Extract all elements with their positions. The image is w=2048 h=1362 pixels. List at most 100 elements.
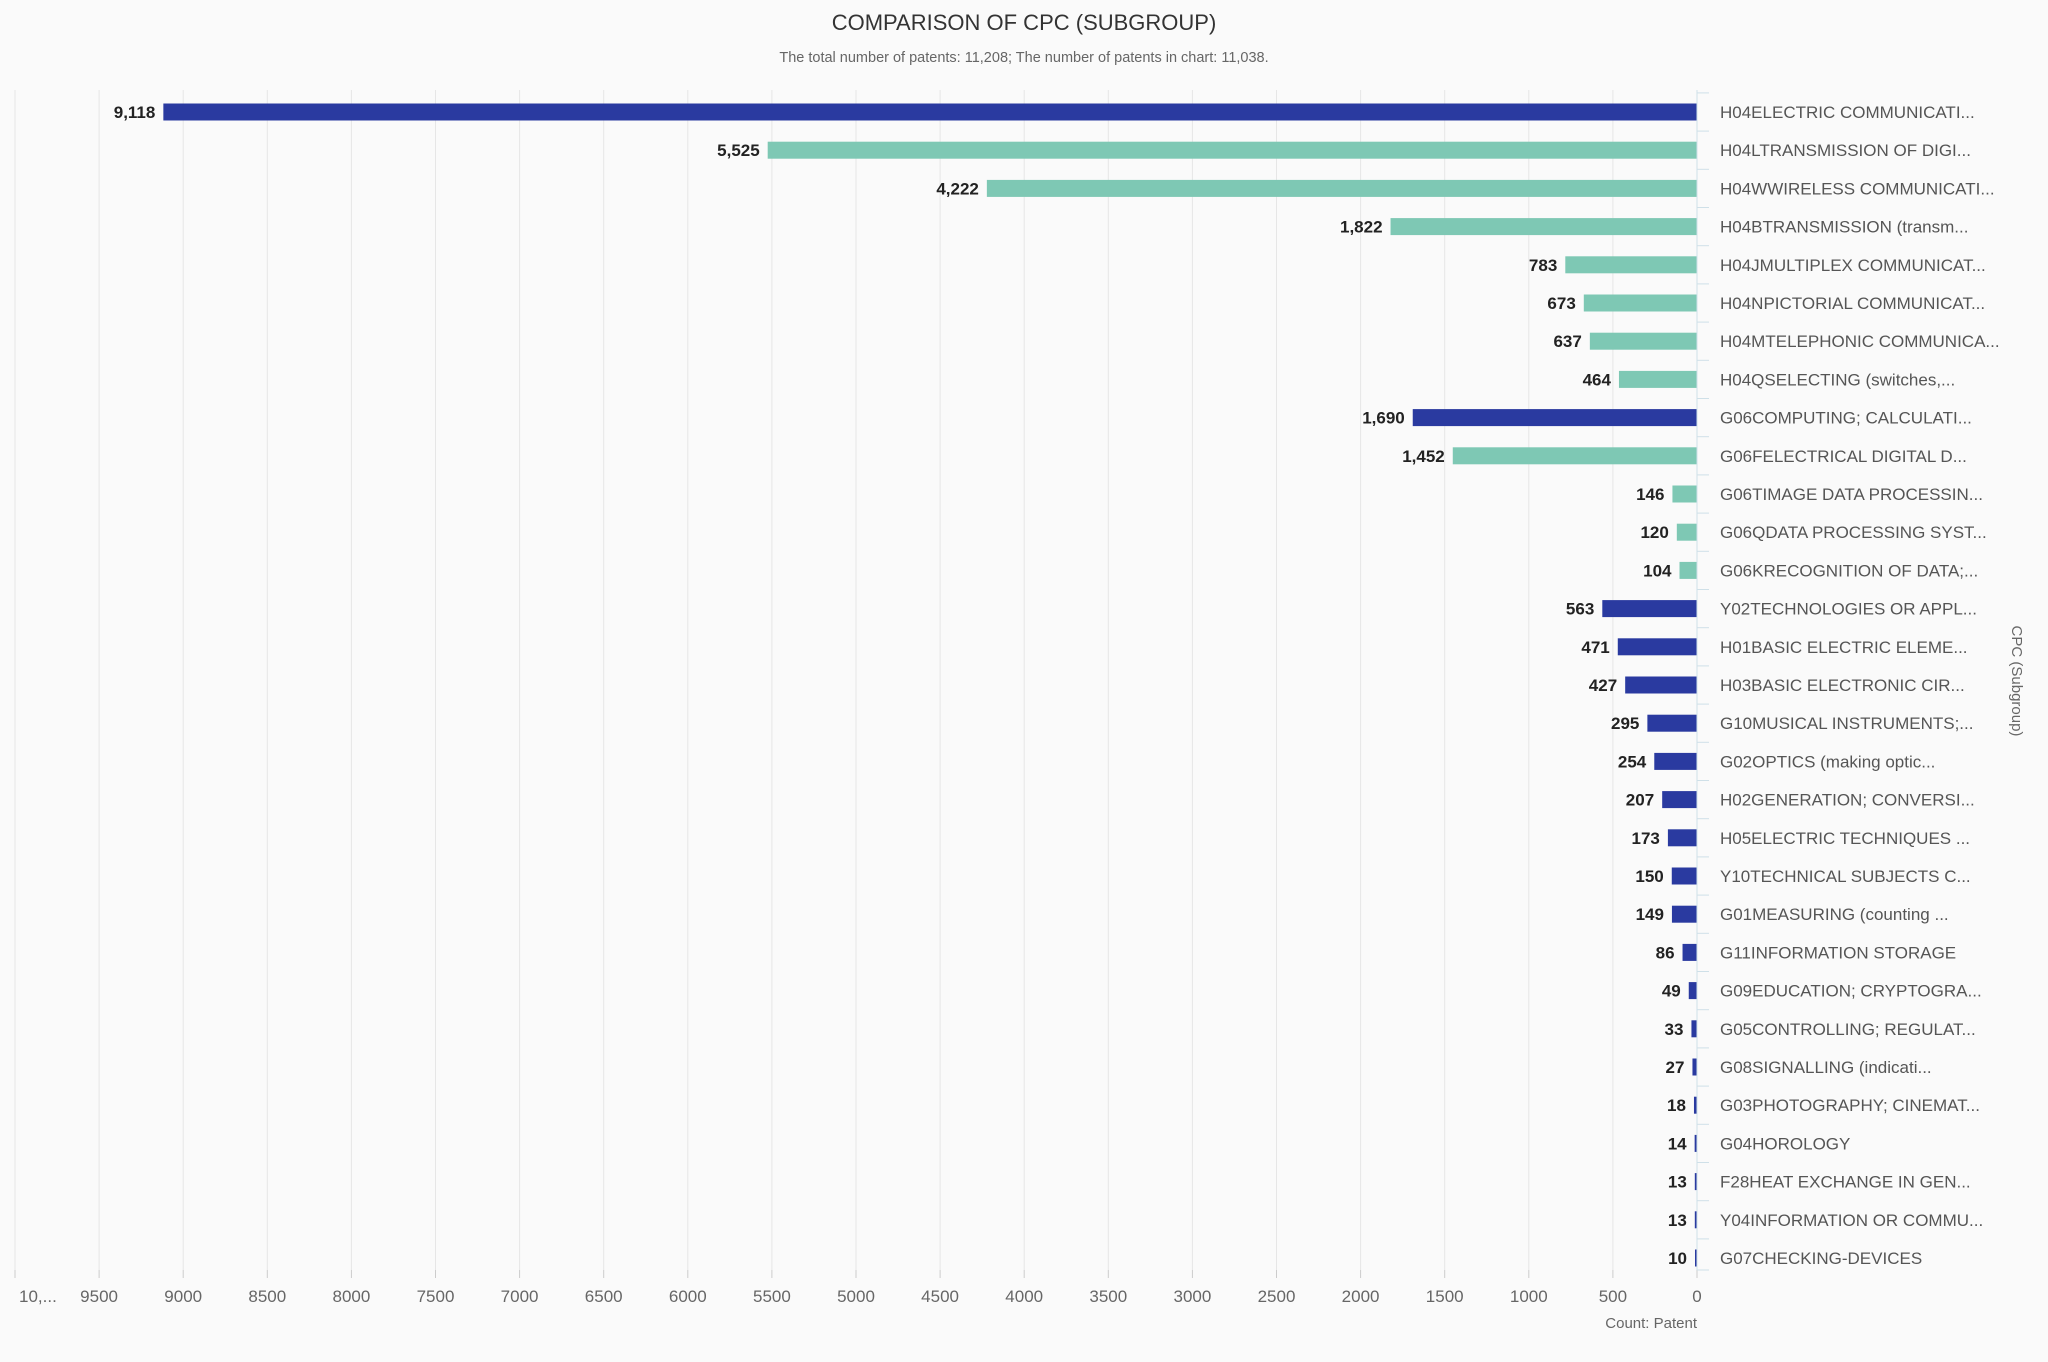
bar-value-label: 5,525 (717, 141, 760, 160)
bar[interactable] (1390, 218, 1697, 236)
bar[interactable] (1589, 332, 1697, 350)
category-label: G06QDATA PROCESSING SYST... (1720, 523, 1987, 542)
x-tick-label: 7500 (417, 1287, 455, 1306)
x-tick-label: 2000 (1342, 1287, 1380, 1306)
chart-title: COMPARISON OF CPC (SUBGROUP) (831, 10, 1217, 35)
category-label: H04QSELECTING (switches,... (1720, 370, 1955, 389)
bar[interactable] (1694, 1173, 1697, 1191)
bar[interactable] (986, 179, 1697, 197)
bar-value-label: 13 (1668, 1173, 1687, 1192)
bar-value-label: 27 (1666, 1058, 1685, 1077)
gridlines (14, 90, 1614, 1270)
bar-value-label: 13 (1668, 1211, 1687, 1230)
category-label: G01MEASURING (counting ... (1720, 905, 1949, 924)
x-tick-label: 500 (1599, 1287, 1627, 1306)
category-label: G11INFORMATION STORAGE (1720, 943, 1956, 962)
bar[interactable] (1691, 1020, 1697, 1038)
bar-value-label: 1,822 (1340, 218, 1383, 237)
bar-value-label: 9,118 (114, 103, 156, 122)
bar-value-label: 207 (1626, 791, 1654, 810)
category-label: H05ELECTRIC TECHNIQUES ... (1720, 829, 1970, 848)
bar[interactable] (1565, 256, 1697, 274)
bar[interactable] (1618, 370, 1697, 388)
category-label: G07CHECKING-DEVICES (1720, 1249, 1922, 1268)
category-label: H04MTELEPHONIC COMMUNICA... (1720, 332, 2000, 351)
bar[interactable] (767, 141, 1697, 159)
bar-value-label: 1,690 (1362, 409, 1405, 428)
bar[interactable] (1679, 561, 1697, 579)
x-axis-title: Count: Patent (1605, 1315, 1698, 1332)
bar-value-label: 4,222 (936, 179, 979, 198)
bar[interactable] (1676, 523, 1697, 541)
category-label: Y10TECHNICAL SUBJECTS C... (1720, 867, 1971, 886)
x-tick-label: 8500 (248, 1287, 286, 1306)
bar-value-label: 637 (1553, 332, 1581, 351)
x-tick-label: 1000 (1510, 1287, 1548, 1306)
x-tick-label: 3500 (1089, 1287, 1127, 1306)
category-label: Y04INFORMATION OR COMMU... (1720, 1211, 1983, 1230)
x-tick-label: 6500 (585, 1287, 623, 1306)
x-tick-label: 5000 (837, 1287, 875, 1306)
category-label: H04BTRANSMISSION (transm... (1720, 218, 1968, 237)
bar-value-label: 149 (1636, 905, 1664, 924)
category-label: Y02TECHNOLOGIES OR APPL... (1720, 600, 1977, 619)
category-label: G09EDUCATION; CRYPTOGRA... (1720, 982, 1982, 1001)
x-tick-label: 7000 (501, 1287, 539, 1306)
bar-value-label: 33 (1665, 1020, 1684, 1039)
bar[interactable] (1693, 1096, 1697, 1114)
bar-value-label: 104 (1643, 561, 1672, 580)
category-label: H04JMULTIPLEX COMMUNICAT... (1720, 256, 1986, 275)
category-label: G06COMPUTING; CALCULATI... (1720, 409, 1972, 428)
category-label: G02OPTICS (making optic... (1720, 752, 1935, 771)
bar[interactable] (1694, 1134, 1697, 1152)
x-tick-label: 8000 (332, 1287, 370, 1306)
category-label: G08SIGNALLING (indicati... (1720, 1058, 1932, 1077)
bar[interactable] (1671, 867, 1697, 885)
bar-value-label: 783 (1529, 256, 1557, 275)
bar-value-label: 464 (1583, 370, 1612, 389)
bar[interactable] (1647, 714, 1697, 732)
bar[interactable] (1692, 1058, 1697, 1076)
bar[interactable] (1583, 294, 1697, 312)
y-axis-title: CPC (Subgroup) (2008, 626, 2025, 737)
bars (163, 103, 1697, 1267)
bar[interactable] (1672, 485, 1697, 503)
bar-value-label: 295 (1611, 714, 1639, 733)
bar-value-label: 14 (1668, 1134, 1687, 1153)
bar-value-label: 1,452 (1402, 447, 1445, 466)
x-tick-label: 5500 (753, 1287, 791, 1306)
category-label: G05CONTROLLING; REGULAT... (1720, 1020, 1976, 1039)
bar[interactable] (1667, 829, 1697, 847)
bar-value-label: 10 (1668, 1249, 1687, 1268)
category-label: G04HOROLOGY (1720, 1134, 1850, 1153)
x-tick-label: 4500 (921, 1287, 959, 1306)
bar[interactable] (1452, 447, 1697, 465)
bar[interactable] (1682, 943, 1697, 961)
bar[interactable] (1688, 982, 1697, 1000)
chart-subtitle: The total number of patents: 11,208; The… (779, 50, 1269, 66)
bar[interactable] (1412, 409, 1697, 427)
category-label: H04NPICTORIAL COMMUNICAT... (1720, 294, 1985, 313)
bar[interactable] (1625, 676, 1697, 694)
x-tick-label: 2500 (1258, 1287, 1296, 1306)
bar-value-label: 150 (1635, 867, 1663, 886)
bar[interactable] (1662, 791, 1697, 809)
x-tick-label: 3000 (1173, 1287, 1211, 1306)
category-labels: H04ELECTRIC COMMUNICATI... H04LTRANSMISSI… (1720, 103, 2000, 1268)
x-tick-label: 4000 (1005, 1287, 1043, 1306)
bar[interactable] (1671, 905, 1697, 923)
category-label: G06FELECTRICAL DIGITAL D... (1720, 447, 1967, 466)
bar-value-label: 18 (1667, 1096, 1686, 1115)
bar[interactable] (163, 103, 1697, 121)
bar-value-label: 173 (1632, 829, 1660, 848)
bar[interactable] (1602, 600, 1697, 618)
bar[interactable] (1617, 638, 1697, 656)
bar[interactable] (1694, 1211, 1697, 1229)
bar[interactable] (1695, 1249, 1697, 1267)
category-label: G06KRECOGNITION OF DATA;... (1720, 561, 1978, 580)
category-label: H04ELECTRIC COMMUNICATI... (1720, 103, 1975, 122)
bar-value-label: 120 (1640, 523, 1668, 542)
bar-value-label: 427 (1589, 676, 1617, 695)
bar[interactable] (1654, 752, 1697, 770)
